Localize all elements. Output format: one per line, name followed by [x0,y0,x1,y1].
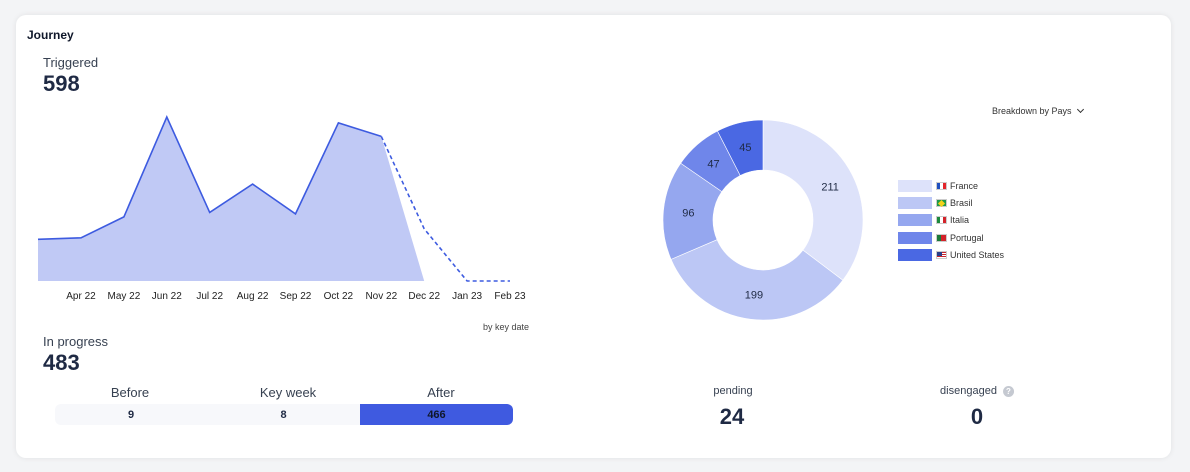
triggered-value: 598 [43,71,80,96]
legend-swatch [898,214,932,226]
x-tick-label: Apr 22 [66,291,96,302]
legend-swatch [898,249,932,261]
legend-label: United States [950,250,1005,260]
breakdown-dropdown[interactable]: Breakdown by Pays [992,105,1084,116]
x-tick-label: Nov 22 [365,291,398,302]
help-icon[interactable]: ? [1002,386,1014,397]
legend-swatch [898,180,932,192]
chevron-down-icon [1076,105,1084,114]
brazil-flag-icon [936,199,947,207]
legend-label: Italia [950,215,970,225]
in-progress-label: In progress [43,334,109,349]
area-line [37,115,382,241]
country-donut-chart: 211 199 96 47 45 [662,119,864,321]
legend-label: Portugal [950,233,984,243]
france-flag-icon [936,182,947,190]
donut-value-label: 96 [682,208,694,220]
pending-label: pending [713,385,753,397]
key-date-caption: by key date [483,322,530,332]
pending-value: 24 [719,404,745,429]
before-bar: 9 [55,404,207,425]
x-tick-label: Jan 23 [452,291,483,302]
card-title: Journey [27,28,74,42]
x-tick-label: Sep 22 [279,291,312,302]
in-progress-value: 483 [43,350,80,375]
donut-slice-france[interactable] [762,119,864,281]
before-label: Before [110,385,150,400]
after-label: After [427,385,455,400]
legend-item-brasil[interactable]: Brasil [898,197,973,209]
x-tick-label: Aug 22 [236,291,269,302]
disengaged-label: disengaged [940,385,997,397]
legend-item-france[interactable]: France [898,180,978,192]
after-bar: 466 [360,404,513,425]
portugal-flag-icon [936,234,947,242]
italy-flag-icon [936,216,947,224]
donut-value-label: 47 [707,159,719,171]
us-flag-icon [936,251,947,259]
legend-label: France [950,181,979,191]
x-tick-label: Jun 22 [151,291,182,302]
area-projection-line [380,136,510,282]
legend-item-portugal[interactable]: Portugal [898,232,984,244]
triggered-area-chart [37,115,510,282]
donut-slice-brasil[interactable] [670,239,844,321]
x-tick-label: May 22 [107,291,141,302]
legend-swatch [898,197,932,209]
x-tick-label: Jul 22 [196,291,224,302]
donut-value-label: 45 [739,142,751,154]
donut-slice-united-states[interactable] [717,119,764,176]
legend-swatch [898,232,932,244]
legend-label: Brasil [950,198,973,208]
x-tick-label: Oct 22 [323,291,354,302]
x-tick-label: Dec 22 [408,291,441,302]
donut-value-label: 199 [745,289,763,301]
disengaged-value: 0 [970,404,984,429]
disengaged-label-row: disengaged? [940,385,1014,397]
donut-value-label: 211 [821,182,839,194]
triggered-label: Triggered [43,55,99,70]
legend-item-italia[interactable]: Italia [898,214,969,226]
key-week-bar: 8 [207,404,360,425]
key-week-label: Key week [259,385,317,400]
legend-item-united-states[interactable]: United States [898,249,1004,261]
x-tick-label: Feb 23 [494,291,526,302]
breakdown-label: Breakdown by Pays [992,106,1072,116]
